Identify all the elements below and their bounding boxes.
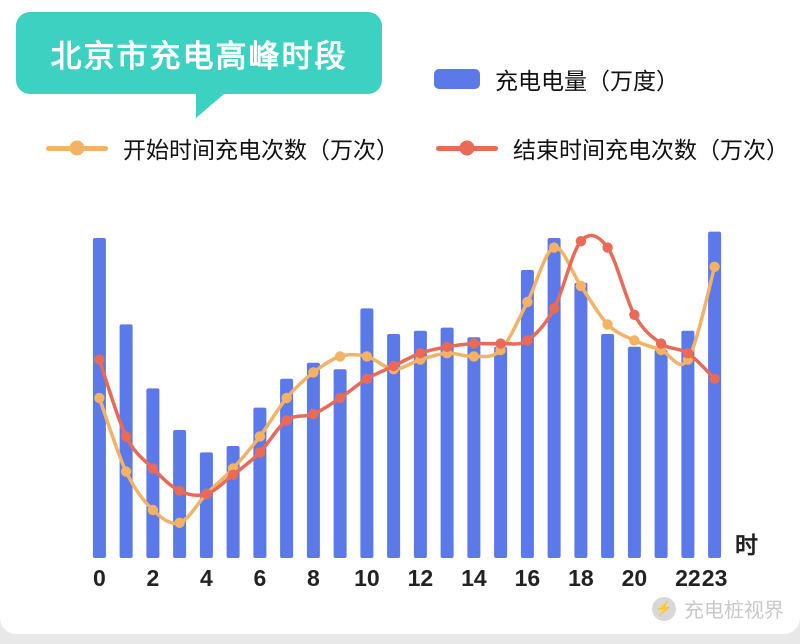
bar <box>654 350 668 558</box>
end-point-marker <box>120 431 132 442</box>
legend-item-start: 开始时间充电次数（万次） <box>46 135 399 163</box>
axis-unit-label: 时 <box>735 532 758 558</box>
end-point-marker <box>174 485 185 496</box>
start-point-marker <box>548 242 560 253</box>
bar-swatch-icon <box>434 69 480 89</box>
start-point-marker <box>147 504 159 516</box>
bar <box>253 407 267 558</box>
axis-tick: 6 <box>254 565 267 591</box>
end-point-marker <box>522 335 533 346</box>
legend-item-end: 结束时间充电次数（万次） <box>436 135 789 163</box>
end-point-marker <box>575 236 587 247</box>
legend-item-bars: 充电电量（万度） <box>434 66 679 94</box>
end-point-marker <box>281 415 292 426</box>
end-point-marker <box>415 348 426 359</box>
end-line-path <box>97 233 717 498</box>
watermark-logo-icon: ⚡ <box>652 596 676 621</box>
legend-bars-label: 充电电量（万度） <box>495 68 679 94</box>
watermark-text: 充电桩视界 <box>684 600 784 622</box>
bar <box>627 346 641 558</box>
start-point-marker <box>94 392 105 404</box>
axis-tick: 20 <box>622 565 648 591</box>
bar <box>547 238 561 558</box>
badge-tail-decoration <box>196 94 224 118</box>
start-point-marker <box>120 466 132 477</box>
bar <box>440 327 454 558</box>
axis-tick: 16 <box>515 565 541 591</box>
start-point-marker <box>709 261 720 272</box>
start-point-marker <box>174 517 185 528</box>
end-point-marker <box>602 242 613 253</box>
page-title: 北京市充电高峰时段 <box>50 38 348 74</box>
end-point-marker <box>308 408 319 420</box>
start-point-marker <box>522 296 533 308</box>
axis-tick: 12 <box>408 565 434 591</box>
end-point-marker <box>388 360 399 372</box>
end-point-marker <box>441 341 453 352</box>
end-point-marker <box>548 303 560 314</box>
end-point-marker <box>227 469 239 480</box>
bar <box>360 308 374 558</box>
start-point-marker <box>281 392 292 404</box>
end-point-marker <box>201 488 212 500</box>
axis-tick: 23 <box>702 565 728 591</box>
start-point-marker <box>334 351 346 362</box>
end-point-marker <box>147 463 159 474</box>
start-point-marker <box>575 280 587 292</box>
bar <box>574 282 588 558</box>
bar <box>494 346 508 558</box>
axis-tick: 4 <box>200 565 213 591</box>
bar <box>413 330 427 558</box>
end-dot-icon <box>459 140 475 156</box>
axis-tick: 10 <box>354 565 380 591</box>
end-point-marker <box>334 392 346 404</box>
end-point-marker <box>682 348 694 359</box>
axis-tick: 2 <box>147 565 160 591</box>
bar <box>387 334 401 558</box>
axis-tick: 0 <box>93 565 106 591</box>
end-point-marker <box>94 354 105 365</box>
axis-tick: 14 <box>461 565 487 591</box>
start-point-marker <box>468 351 480 362</box>
end-point-marker <box>254 447 266 458</box>
start-point-marker <box>361 351 373 362</box>
bar <box>467 337 481 558</box>
bar <box>199 452 213 558</box>
bar <box>708 231 722 558</box>
watermark: ⚡ 充电桩视界 <box>652 594 784 623</box>
bar <box>681 330 695 558</box>
bar <box>601 334 615 558</box>
end-point-marker <box>361 373 373 384</box>
axis-tick: 8 <box>307 565 320 591</box>
end-point-marker <box>709 373 720 384</box>
end-point-marker <box>468 338 480 349</box>
end-line-swatch-icon <box>436 140 498 156</box>
end-point-marker <box>655 338 667 349</box>
axis-tick: 22 <box>675 565 701 591</box>
start-line-swatch-icon <box>46 140 108 156</box>
start-point-marker <box>308 367 319 378</box>
start-point-marker <box>602 319 613 330</box>
end-point-marker <box>629 309 640 320</box>
bar <box>333 369 347 558</box>
bar <box>306 362 320 558</box>
start-point-marker <box>629 335 640 346</box>
start-point-marker <box>254 431 266 442</box>
end-point-marker <box>495 338 506 349</box>
legend-start-label: 开始时间充电次数（万次） <box>123 137 399 163</box>
axis-tick: 18 <box>568 565 594 591</box>
legend-end-label: 结束时间充电次数（万次） <box>513 137 789 163</box>
title-badge: 北京市充电高峰时段 <box>16 12 382 94</box>
start-dot-icon <box>69 140 85 156</box>
